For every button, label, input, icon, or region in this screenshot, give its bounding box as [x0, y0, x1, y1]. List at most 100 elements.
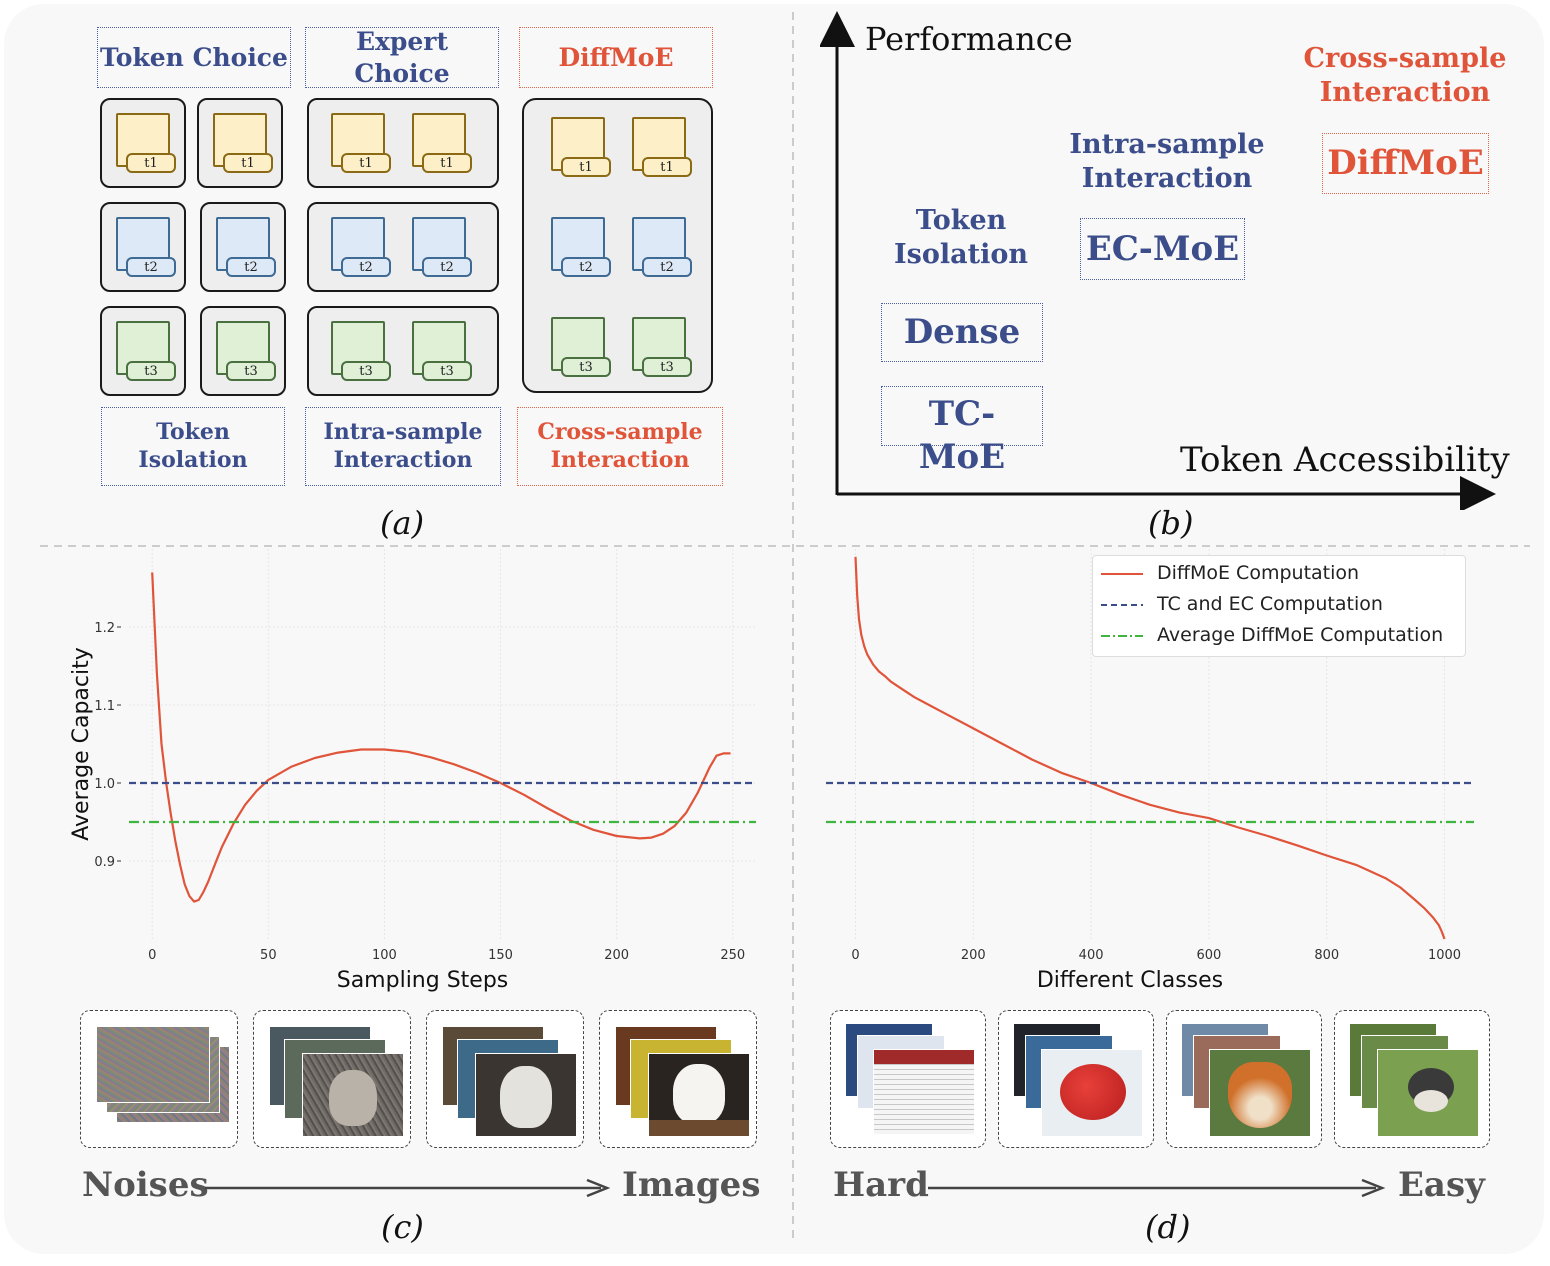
caption-c: (c) [381, 1208, 424, 1246]
dense-box: Dense [881, 303, 1043, 362]
token-choice-expert-box: t2 [200, 202, 286, 292]
y-tick-label: 1.0 [94, 777, 115, 792]
token-tag: t1 [422, 153, 472, 173]
caption-a: (a) [380, 504, 425, 542]
token-square: t3 [331, 321, 391, 381]
token-tag: t2 [422, 257, 472, 277]
basket [649, 1120, 749, 1136]
y-tick-label: 1.2 [94, 621, 115, 636]
tc-moe-box: TC- MoE [881, 386, 1043, 477]
token-tag: t2 [642, 257, 692, 277]
document-image [873, 1049, 975, 1135]
caption-d: (d) [1145, 1208, 1191, 1246]
document-header [874, 1050, 974, 1064]
x-tick-label: 200 [961, 948, 986, 963]
diffmoe-global-pool: t1 t1 t2 t2 t3 t3 [522, 98, 713, 393]
x-tick-label: 0 [148, 948, 156, 963]
x-tick-label: 250 [720, 948, 745, 963]
token-choice-expert-box: t1 [100, 98, 186, 188]
token-tag: t3 [422, 361, 472, 381]
y-axis-title: Average Capacity [69, 647, 94, 840]
expert-choice-expert-box: t3 t3 [307, 306, 499, 396]
kitten-silhouette [329, 1070, 377, 1126]
token-choice-expert-box: t3 [200, 306, 286, 396]
token-square: t1 [632, 117, 692, 177]
cross-sample-label: Cross-sample Interaction [517, 407, 723, 486]
x-tick-label: 50 [260, 948, 277, 963]
noise-image [96, 1026, 210, 1103]
token-choice-expert-box: t2 [100, 202, 186, 292]
token-square: t3 [116, 321, 176, 381]
y-tick-label: 0.9 [94, 855, 115, 870]
expert-choice-expert-box: t2 t2 [307, 202, 499, 292]
token-tag: t1 [561, 157, 611, 177]
token-tag: t3 [126, 361, 176, 381]
x-tick-label: 1000 [1428, 948, 1461, 963]
token-tag: t1 [223, 153, 273, 173]
kitten-silhouette [673, 1064, 725, 1124]
y-axis-label: Performance [865, 20, 1073, 58]
thumb-easy-0 [1166, 1010, 1322, 1148]
token-square: t2 [412, 217, 472, 277]
token-square: t1 [551, 117, 611, 177]
accessibility-axes [820, 11, 1496, 510]
noisy-kitten-image [302, 1053, 404, 1137]
token-isolation-label: Token Isolation [101, 407, 285, 486]
token-tag: t1 [126, 153, 176, 173]
x-tick-label: 150 [488, 948, 513, 963]
caption-b: (b) [1148, 504, 1194, 542]
intra-sample-title: Intra-sample Interaction [1069, 129, 1265, 194]
thumb-noise-3 [599, 1010, 757, 1148]
diffmoe-box: DiffMoE [1322, 133, 1489, 194]
thumb-noise-0 [80, 1010, 238, 1148]
x-tick-label: 400 [1079, 948, 1104, 963]
thumb-hard-1 [998, 1010, 1154, 1148]
arrow-left-label-d: Hard [833, 1165, 929, 1205]
token-square: t3 [551, 317, 611, 377]
token-square: t3 [632, 317, 692, 377]
token-square: t2 [331, 217, 391, 277]
token-tag: t3 [642, 357, 692, 377]
token-square: t1 [116, 113, 176, 173]
token-choice-expert-box: t3 [100, 306, 186, 396]
fox-image [1209, 1049, 1311, 1137]
legend-swatches [1101, 573, 1143, 637]
expert-choice-expert-box: t1 t1 [307, 98, 499, 188]
x-tick-label: 200 [604, 948, 629, 963]
kitten-silhouette [500, 1066, 552, 1128]
thumb-easy-1 [1334, 1010, 1490, 1148]
y-tick-label: 1.1 [94, 699, 115, 714]
x-axis-title: Different Classes [1037, 968, 1223, 993]
thumb-hard-0 [830, 1010, 986, 1148]
legend-label: TC and EC Computation [1157, 593, 1383, 615]
arrow-left-label-c: Noises [82, 1165, 209, 1205]
diffmoe-label: DiffMoE [519, 27, 713, 88]
arrow-right-label-d: Easy [1398, 1165, 1485, 1205]
token-tag: t1 [642, 157, 692, 177]
bird-image [1377, 1049, 1479, 1137]
token-square: t3 [216, 321, 276, 381]
x-axis-label: Token Accessibility [1180, 440, 1510, 480]
token-tag: t3 [341, 361, 391, 381]
token-tag: t3 [226, 361, 276, 381]
token-choice-label: Token Choice [97, 27, 291, 88]
progress-arrow-d [928, 1178, 1386, 1198]
x-tick-label: 0 [851, 948, 859, 963]
strawberry-image [1041, 1049, 1143, 1137]
x-axis-title: Sampling Steps [337, 968, 509, 993]
fox-face [1228, 1062, 1292, 1128]
token-isolation-title: Token Isolation [894, 205, 1028, 270]
kitten-image [648, 1053, 750, 1137]
token-square: t1 [331, 113, 391, 173]
progress-arrow-c [205, 1178, 611, 1198]
token-choice-expert-box: t1 [197, 98, 283, 188]
token-square: t2 [216, 217, 276, 277]
x-tick-label: 800 [1314, 948, 1339, 963]
legend-label: DiffMoE Computation [1157, 562, 1360, 584]
token-tag: t2 [226, 257, 276, 277]
token-square: t2 [632, 217, 692, 277]
x-tick-label: 600 [1196, 948, 1221, 963]
token-tag: t3 [561, 357, 611, 377]
arrow-right-label-c: Images [622, 1165, 761, 1205]
